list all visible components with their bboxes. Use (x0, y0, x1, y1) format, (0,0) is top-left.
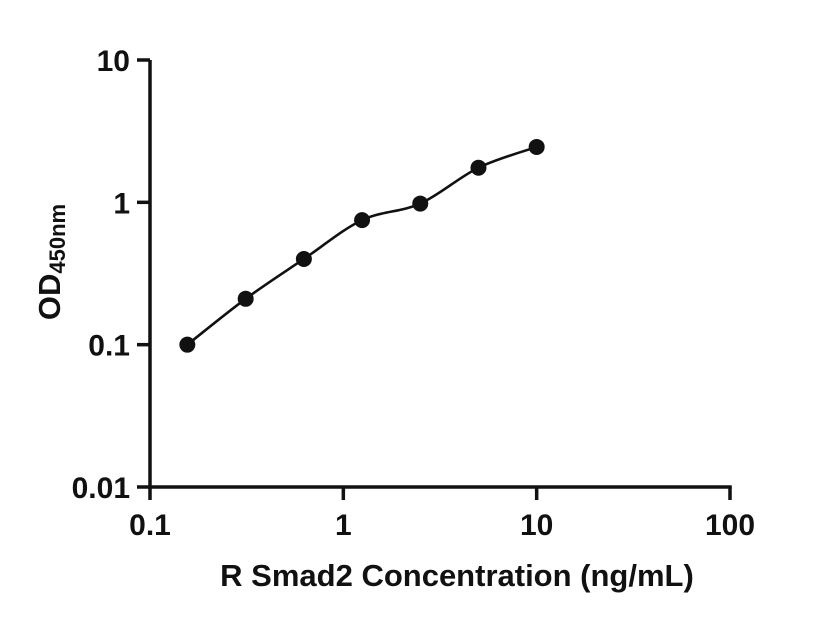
y-tick-label: 1 (113, 187, 130, 220)
data-point (528, 138, 545, 155)
y-axis-label: OD450nm (32, 203, 70, 321)
data-point (412, 195, 429, 212)
data-point (179, 336, 196, 353)
y-tick-label: 10 (97, 45, 130, 78)
y-tick-label: 0.01 (72, 472, 130, 505)
data-point (295, 250, 312, 267)
x-tick-label: 0.1 (129, 509, 171, 542)
x-tick-label: 100 (705, 509, 755, 542)
data-point (237, 290, 254, 307)
y-tick-label: 0.1 (88, 330, 130, 363)
data-point (354, 212, 371, 229)
x-tick-label: 1 (335, 509, 352, 542)
x-axis-label: R Smad2 Concentration (ng/mL) (220, 558, 694, 593)
y-axis-label-main: OD (32, 273, 67, 321)
data-point (470, 159, 487, 176)
fit-curve (186, 145, 538, 346)
y-axis-label-subscript: 450nm (45, 203, 70, 274)
x-tick-label: 10 (520, 509, 553, 542)
